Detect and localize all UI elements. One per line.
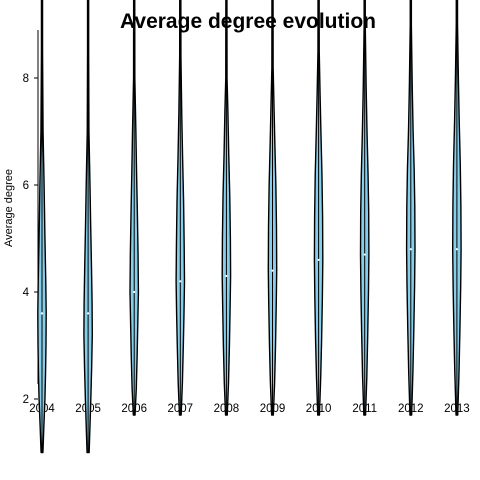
y-tick-label: 6: [23, 180, 29, 192]
violins: [37, 0, 462, 454]
violin-median-2006: [133, 290, 136, 294]
violin-median-2009: [271, 269, 274, 272]
y-tick-label: 8: [23, 73, 29, 85]
y-tick-label: 2: [23, 394, 29, 406]
violin-median-2008: [225, 274, 228, 278]
violin-median-2010: [317, 258, 320, 261]
violin-median-2013: [455, 248, 458, 251]
chart-title: Average degree evolution: [120, 10, 376, 33]
y-axis-label: Average degree: [3, 169, 15, 247]
violin-median-2004: [40, 312, 44, 315]
violin-median-2005: [87, 312, 90, 315]
violin-median-2012: [409, 248, 412, 251]
y-tick-label: 4: [23, 287, 30, 299]
violin-median-2011: [363, 253, 366, 256]
violin-median-2007: [179, 280, 182, 283]
